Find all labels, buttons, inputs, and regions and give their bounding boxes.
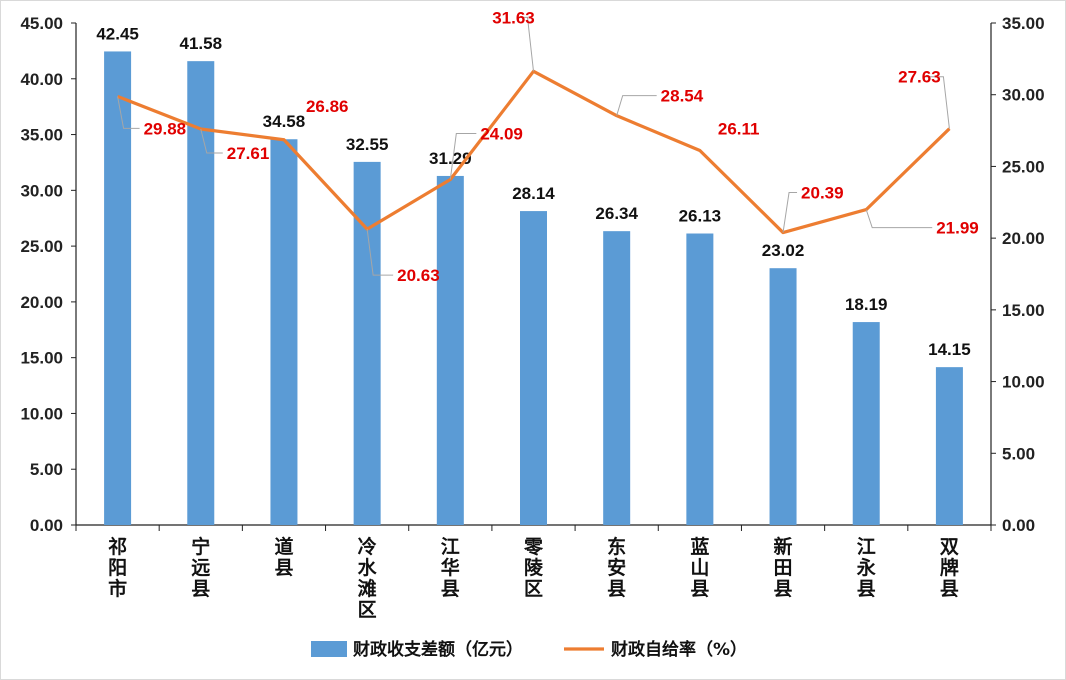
category-label: 零陵区 bbox=[523, 536, 544, 600]
category-label: 宁远县 bbox=[191, 535, 210, 600]
category-label: 江永县 bbox=[856, 536, 877, 600]
left-tick-label: 5.00 bbox=[30, 460, 63, 479]
line-value-label: 28.54 bbox=[661, 87, 704, 106]
bar-0 bbox=[104, 51, 132, 526]
leader-line bbox=[117, 96, 140, 129]
right-tick-label: 0.00 bbox=[1002, 516, 1035, 535]
left-tick-label: 35.00 bbox=[20, 126, 63, 145]
line-value-label: 26.11 bbox=[718, 120, 760, 139]
bar-1 bbox=[187, 61, 215, 525]
bar-value-label: 41.58 bbox=[179, 34, 222, 53]
right-tick-label: 20.00 bbox=[1002, 229, 1045, 248]
bar-6 bbox=[603, 231, 631, 526]
bar-7 bbox=[686, 233, 714, 525]
bar-8 bbox=[769, 268, 797, 525]
left-tick-label: 30.00 bbox=[20, 181, 63, 200]
right-tick-label: 35.00 bbox=[1002, 14, 1045, 33]
category-label: 冷水滩区 bbox=[358, 535, 378, 621]
line-value-label: 20.63 bbox=[397, 266, 440, 285]
category-label: 道县 bbox=[274, 535, 293, 579]
line-value-label: 27.63 bbox=[898, 68, 941, 87]
bar-value-label: 26.34 bbox=[595, 204, 638, 223]
left-tick-label: 25.00 bbox=[20, 237, 63, 256]
bar-9 bbox=[852, 322, 880, 525]
legend-bar-label: 财政收支差额（亿元） bbox=[352, 639, 523, 660]
left-tick-label: 0.00 bbox=[30, 516, 63, 535]
bar-10 bbox=[935, 367, 963, 525]
leader-line bbox=[616, 95, 657, 116]
leader-line bbox=[923, 76, 950, 129]
legend-line-label: 财政自给率（%） bbox=[610, 639, 747, 660]
line-value-label: 20.39 bbox=[801, 184, 844, 203]
bar-value-label: 34.58 bbox=[263, 112, 306, 131]
line-value-label: 27.61 bbox=[227, 144, 270, 163]
leader-line bbox=[517, 16, 534, 72]
bar-value-label: 26.13 bbox=[679, 207, 722, 226]
left-tick-label: 40.00 bbox=[20, 70, 63, 89]
line-value-label: 21.99 bbox=[936, 219, 979, 238]
bar-value-label: 18.19 bbox=[845, 295, 888, 314]
category-label: 双牌县 bbox=[940, 536, 959, 600]
bar-value-label: 23.02 bbox=[762, 241, 805, 260]
bar-value-label: 32.55 bbox=[346, 135, 389, 154]
leader-line bbox=[449, 132, 477, 180]
left-tick-label: 20.00 bbox=[20, 293, 63, 312]
leader-line bbox=[366, 229, 394, 276]
bar-5 bbox=[520, 211, 547, 525]
bar-4 bbox=[436, 175, 464, 525]
line-value-label: 31.63 bbox=[492, 8, 535, 27]
right-tick-label: 30.00 bbox=[1002, 86, 1045, 105]
leader-line bbox=[865, 209, 933, 229]
bar-value-label: 42.45 bbox=[96, 24, 139, 43]
category-label: 江华县 bbox=[441, 536, 460, 600]
bar-2 bbox=[270, 139, 298, 525]
leader-line bbox=[200, 128, 223, 154]
right-tick-label: 25.00 bbox=[1002, 157, 1045, 176]
left-tick-label: 45.00 bbox=[20, 14, 63, 33]
legend-bar-swatch bbox=[311, 641, 347, 657]
category-label: 东安县 bbox=[607, 535, 626, 600]
category-label: 蓝山县 bbox=[690, 535, 709, 600]
right-tick-label: 10.00 bbox=[1002, 373, 1045, 392]
left-tick-label: 15.00 bbox=[20, 349, 63, 368]
leader-line bbox=[782, 192, 798, 233]
right-tick-label: 5.00 bbox=[1002, 444, 1035, 463]
right-tick-label: 15.00 bbox=[1002, 301, 1045, 320]
bar-3 bbox=[353, 161, 381, 526]
line-value-label: 29.88 bbox=[144, 119, 187, 138]
bar-value-label: 28.14 bbox=[512, 184, 555, 203]
category-label: 祁阳市 bbox=[108, 535, 127, 600]
category-label: 新田县 bbox=[774, 535, 793, 600]
bar-value-label: 14.15 bbox=[928, 340, 971, 359]
line-value-label: 26.86 bbox=[306, 97, 349, 116]
line-value-label: 24.09 bbox=[480, 124, 523, 143]
left-tick-label: 10.00 bbox=[20, 404, 63, 423]
